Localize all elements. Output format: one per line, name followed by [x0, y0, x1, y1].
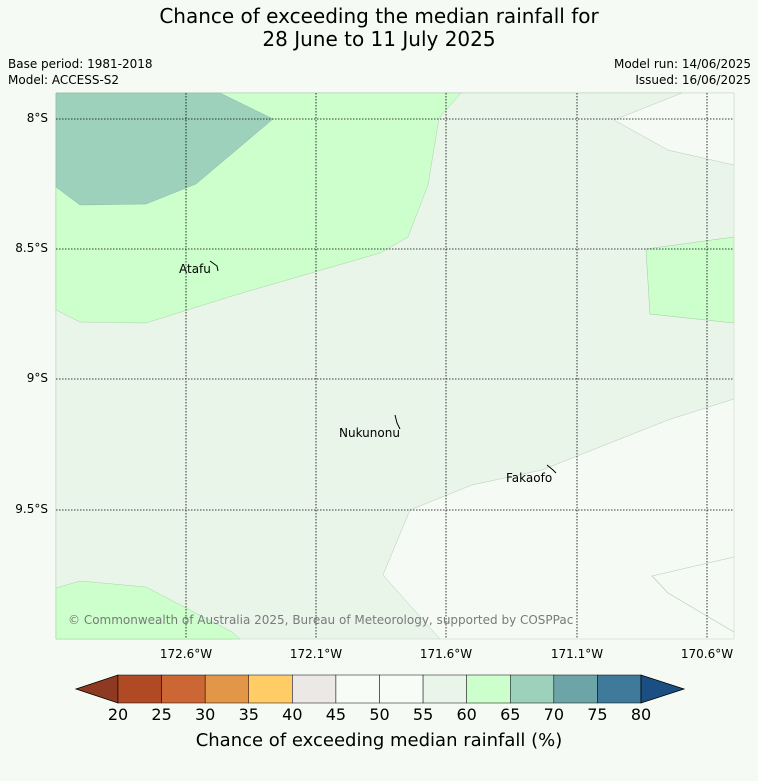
colorbar-tick-25: 25	[151, 705, 172, 724]
lat-label-9: 9°S	[26, 371, 48, 385]
region-65-70	[55, 92, 274, 206]
colorbar-tick-75: 75	[587, 705, 608, 724]
lon-label-172-1: 172.1°W	[289, 647, 343, 661]
colorbar-extend-high	[640, 674, 686, 704]
lat-label-9-5: 9.5°S	[15, 502, 48, 516]
colorbar	[74, 674, 686, 704]
colorbar-title: Chance of exceeding median rainfall (%)	[195, 730, 563, 751]
lon-label-171-6: 171.6°W	[419, 647, 473, 661]
colorbar-bin-35-40	[248, 674, 293, 704]
atolls	[209, 260, 557, 474]
colorbar-tick-80: 80	[630, 705, 652, 724]
colorbar-bin-50-55	[379, 674, 424, 704]
title-line-2: 28 June to 11 July 2025	[262, 27, 496, 51]
colorbar-bin-70-75	[553, 674, 598, 704]
colorbar-bin-55-60	[422, 674, 467, 704]
meta-left: Base period: 1981-2018 Model: ACCESS-S2	[8, 56, 153, 88]
colorbar-bin-60-65	[466, 674, 511, 704]
atafu-outline-icon	[209, 260, 219, 272]
copyright-notice: © Commonwealth of Australia 2025, Bureau…	[68, 613, 574, 627]
region-60-65-bottom	[55, 580, 241, 640]
lon-label-171-1: 171.1°W	[550, 647, 604, 661]
map-title: Chance of exceeding the median rainfall …	[0, 5, 758, 51]
lat-label-8-5: 8.5°S	[15, 241, 48, 255]
colorbar-tick-20: 20	[107, 705, 129, 724]
colorbar-bin-25-30	[161, 674, 206, 704]
gridlines	[56, 93, 734, 639]
colorbar-tick-45: 45	[325, 705, 347, 724]
lon-label-170-6: 170.6°W	[680, 647, 734, 661]
colorbar-bin-20-25	[117, 674, 162, 704]
place-label-nukunonu: Nukunonu	[339, 426, 400, 440]
colorbar-tick-55: 55	[412, 705, 434, 724]
meta-right: Model run: 14/06/2025 Issued: 16/06/2025	[614, 56, 751, 88]
colorbar-extend-low	[74, 674, 119, 704]
place-label-fakaofo: Fakaofo	[506, 471, 553, 485]
base-period: Base period: 1981-2018	[8, 57, 153, 71]
model-run: Model run: 14/06/2025	[613, 57, 751, 71]
colorbar-bin-75-80	[597, 674, 642, 704]
contour-line-bottom-right	[651, 556, 735, 633]
place-label-atafu: Atafu	[179, 262, 211, 276]
lon-label-172-6: 172.6°W	[159, 647, 213, 661]
colorbar-tick-50: 50	[369, 705, 390, 724]
colorbar-tick-30: 30	[194, 705, 216, 724]
issued-date: Issued: 16/06/2025	[635, 73, 751, 87]
colorbar-tick-70: 70	[543, 705, 564, 724]
rainfall-regions	[55, 92, 735, 640]
colorbar-tick-35: 35	[238, 705, 259, 724]
fakaofo-outline-icon	[546, 464, 557, 474]
colorbar-bin-40-45	[292, 674, 337, 704]
region-60-65-right	[645, 236, 735, 324]
colorbar-tick-40: 40	[282, 705, 303, 724]
colorbar-tick-65: 65	[500, 705, 521, 724]
lat-label-8: 8°S	[26, 111, 48, 125]
region-50-55-top	[613, 92, 735, 166]
colorbar-tick-60: 60	[456, 705, 477, 724]
colorbar-bin-65-70	[510, 674, 555, 704]
colorbar-bin-30-35	[204, 674, 250, 704]
nukunonu-outline-icon	[394, 414, 401, 430]
colorbar-bin-45-50	[335, 674, 380, 704]
model-name: Model: ACCESS-S2	[8, 73, 120, 87]
title-line-1: Chance of exceeding the median rainfall …	[159, 4, 599, 28]
